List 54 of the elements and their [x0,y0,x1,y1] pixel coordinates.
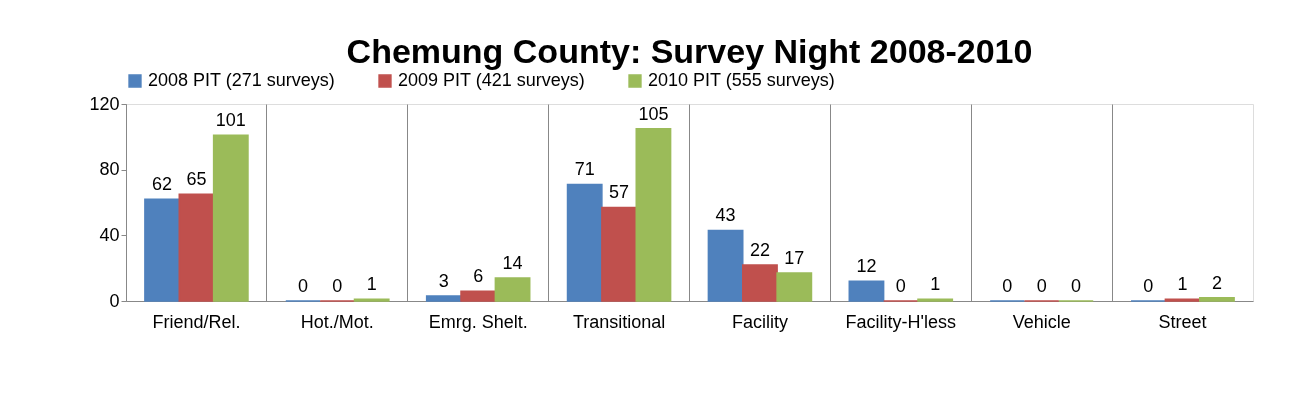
x-tick-label: Facility [731,311,788,332]
bar [776,272,813,302]
x-tick-label: Friend/Rel. [152,311,241,332]
bar [144,198,181,302]
data-label: 101 [215,110,246,131]
data-label: 43 [715,205,736,226]
bar [460,290,497,302]
bar [425,295,462,302]
data-label: 65 [186,169,207,190]
data-label: 0 [332,276,343,296]
y-tick-label: 0 [109,290,120,311]
data-label: 0 [1143,276,1154,296]
x-tick-label: Emrg. Shelt. [428,311,528,332]
y-tick-label: 120 [89,93,120,114]
data-label: 1 [366,274,377,295]
data-label: 17 [784,248,805,269]
bar [848,280,885,302]
legend-label: 2009 PIT (421 surveys) [398,70,585,90]
bar [707,229,744,302]
bar [601,206,637,302]
x-tick-label: Facility-H'less [845,311,957,332]
data-label: 12 [856,256,877,277]
data-label: 1 [930,274,941,295]
data-label: 57 [609,182,630,203]
chart-title: Chemung County: Survey Night 2008-2010 [346,32,1033,70]
data-label: 71 [574,159,595,180]
data-label: 6 [473,266,484,287]
x-tick-label: Street [1158,311,1207,332]
x-tick-label: Hot./Mot. [300,311,374,332]
data-label: 105 [638,103,669,124]
bar [178,193,215,302]
data-label: 0 [1002,276,1013,296]
data-label: 62 [152,174,173,195]
data-label: 1 [1177,274,1188,295]
data-label: 0 [1071,276,1082,296]
x-tick-label: Transitional [572,311,666,332]
bar [566,183,603,302]
bar [742,264,778,302]
bar [212,134,249,302]
data-label: 3 [438,271,449,292]
y-tick-label: 40 [99,224,120,245]
data-label: 14 [502,253,523,274]
bar [494,277,531,302]
data-label: 0 [297,276,308,296]
y-tick-label: 80 [99,159,120,180]
bar [635,127,672,302]
legend-label: 2008 PIT (271 surveys) [148,70,335,90]
data-label: 2 [1211,272,1222,293]
legend-label: 2010 PIT (555 surveys) [648,70,835,90]
data-label: 0 [895,276,906,296]
data-label: 0 [1036,276,1047,296]
data-label: 22 [749,239,770,260]
bar [1198,296,1235,302]
x-tick-label: Vehicle [1012,311,1071,332]
